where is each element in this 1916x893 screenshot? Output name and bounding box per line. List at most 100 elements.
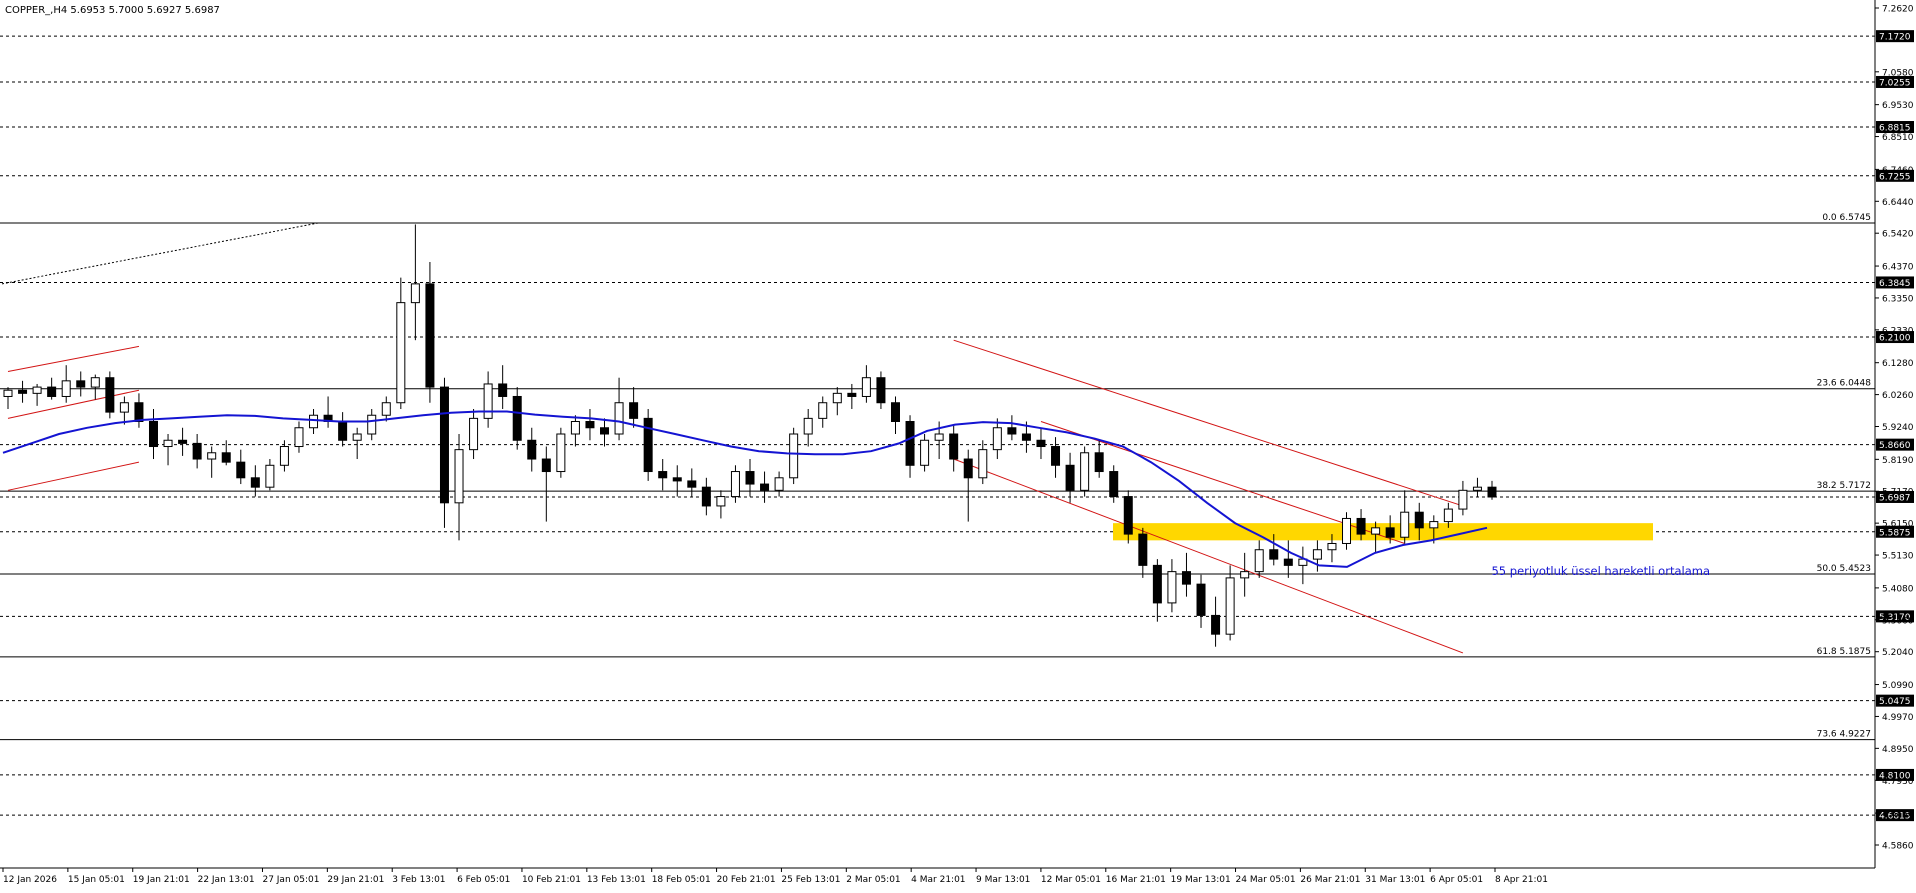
candle-body bbox=[1443, 508, 1453, 523]
ema-layer bbox=[2, 410, 1488, 568]
candle-body bbox=[1211, 614, 1221, 635]
support-zone bbox=[1113, 523, 1653, 541]
candle-body bbox=[105, 377, 115, 413]
candle-body bbox=[789, 433, 799, 479]
candle-body bbox=[178, 439, 188, 444]
candle-body bbox=[1458, 489, 1468, 510]
falling-channel-upper bbox=[953, 339, 1464, 507]
level-price-tag bbox=[1876, 490, 1914, 503]
y-tick-label: 5.4080 bbox=[1882, 584, 1914, 594]
x-tick-label: 3 Feb 13:01 bbox=[392, 875, 445, 885]
candle-body bbox=[600, 427, 610, 435]
candle-body bbox=[250, 477, 260, 488]
candle-body bbox=[279, 446, 289, 466]
candle-body bbox=[1400, 511, 1410, 538]
candle-body bbox=[236, 461, 246, 479]
candle-body bbox=[148, 420, 158, 448]
candle-body bbox=[1138, 533, 1148, 566]
candle-body bbox=[861, 377, 871, 397]
candle-body bbox=[1109, 471, 1119, 498]
level-price-text: 6.2100 bbox=[1879, 334, 1911, 344]
candle-body bbox=[163, 439, 173, 448]
candle-body bbox=[367, 414, 377, 435]
level-price-tag bbox=[1876, 121, 1914, 134]
y-tick-label: 6.7460 bbox=[1882, 166, 1914, 176]
candle-body bbox=[730, 471, 740, 498]
candle-body bbox=[570, 420, 580, 435]
y-tick-label: 6.4370 bbox=[1882, 263, 1914, 273]
candle-body bbox=[1036, 439, 1046, 448]
candle-body bbox=[512, 395, 522, 441]
candle-body bbox=[774, 477, 784, 491]
candle-body bbox=[3, 389, 13, 397]
candle-body bbox=[309, 414, 319, 429]
fib-level-label: 50.0 5.4523 bbox=[1817, 564, 1871, 574]
y-tick-label: 6.8510 bbox=[1882, 133, 1914, 143]
fib-trend-connector bbox=[1, 222, 319, 285]
candle-body bbox=[1167, 571, 1177, 604]
candle-body bbox=[192, 442, 202, 460]
y-tick-label: 5.8190 bbox=[1882, 456, 1914, 466]
x-tick-label: 19 Jan 21:01 bbox=[133, 875, 190, 885]
candle-body bbox=[454, 449, 464, 504]
x-tick-label: 12 Mar 05:01 bbox=[1041, 875, 1101, 885]
level-price-text: 5.0475 bbox=[1879, 697, 1911, 707]
fibonacci-layer: 0.0 6.5745 23.6 6.0448 38.2 5.7172 50.0 5.4… bbox=[0, 213, 1875, 741]
candle-body bbox=[1312, 549, 1322, 560]
level-price-tag bbox=[1876, 30, 1914, 43]
candle-body bbox=[658, 471, 668, 479]
early-rising-channel-mid bbox=[7, 389, 140, 419]
x-tick-label: 6 Feb 05:01 bbox=[457, 875, 510, 885]
candle-body bbox=[556, 433, 566, 473]
y-tick-label: 7.2620 bbox=[1882, 5, 1914, 15]
y-tick-label: 6.1280 bbox=[1882, 359, 1914, 369]
levels-layer: 7.1720 7.0255 6.8815 6.7255 6.3845 6.2100 5.86… bbox=[0, 30, 1914, 822]
candle-body bbox=[221, 452, 231, 463]
candle-body bbox=[992, 427, 1002, 451]
candle-body bbox=[876, 377, 886, 404]
candle-body bbox=[18, 389, 28, 394]
y-tick-label: 6.3350 bbox=[1882, 294, 1914, 304]
candle-body bbox=[629, 402, 639, 419]
candle-body bbox=[1225, 577, 1235, 635]
candle-body bbox=[963, 458, 973, 479]
candle-body bbox=[978, 449, 988, 479]
candle-body bbox=[410, 283, 420, 304]
candle-body bbox=[76, 380, 86, 388]
candle-body bbox=[643, 417, 653, 473]
level-price-tag bbox=[1876, 438, 1914, 451]
level-price-text: 4.8100 bbox=[1879, 771, 1911, 781]
level-price-text: 6.3845 bbox=[1879, 279, 1911, 289]
fib-level-label: 61.8 5.1875 bbox=[1817, 647, 1871, 657]
candle-body bbox=[1196, 583, 1206, 616]
candle-body bbox=[1080, 452, 1090, 491]
candle-body bbox=[1254, 549, 1264, 573]
level-price-tag bbox=[1876, 694, 1914, 707]
y-tick-label: 7.0580 bbox=[1882, 68, 1914, 78]
candle-body bbox=[119, 402, 129, 413]
fib-level-label: 38.2 5.7172 bbox=[1817, 481, 1871, 491]
x-tick-label: 9 Mar 13:01 bbox=[976, 875, 1030, 885]
candle-body bbox=[614, 402, 624, 435]
fib-level-label: 0.0 6.5745 bbox=[1822, 213, 1871, 223]
candle-body bbox=[803, 417, 813, 435]
x-tick-label: 8 Apr 21:01 bbox=[1495, 875, 1548, 885]
level-price-tag bbox=[1876, 610, 1914, 623]
x-tick-label: 19 Mar 13:01 bbox=[1171, 875, 1231, 885]
candle-body bbox=[32, 386, 42, 394]
x-tick-label: 6 Apr 05:01 bbox=[1430, 875, 1483, 885]
level-price-text: 5.6987 bbox=[1879, 493, 1911, 503]
candle-body bbox=[1472, 486, 1482, 491]
y-tick-label: 6.9530 bbox=[1882, 101, 1914, 111]
y-tick-label: 6.6440 bbox=[1882, 198, 1914, 208]
level-price-text: 7.1720 bbox=[1879, 33, 1911, 43]
candle-body bbox=[687, 480, 697, 488]
level-price-tag bbox=[1876, 768, 1914, 781]
level-price-tag bbox=[1876, 525, 1914, 538]
level-price-text: 4.6815 bbox=[1879, 812, 1911, 822]
level-price-tag bbox=[1876, 75, 1914, 88]
x-tick-label: 22 Jan 13:01 bbox=[198, 875, 255, 885]
